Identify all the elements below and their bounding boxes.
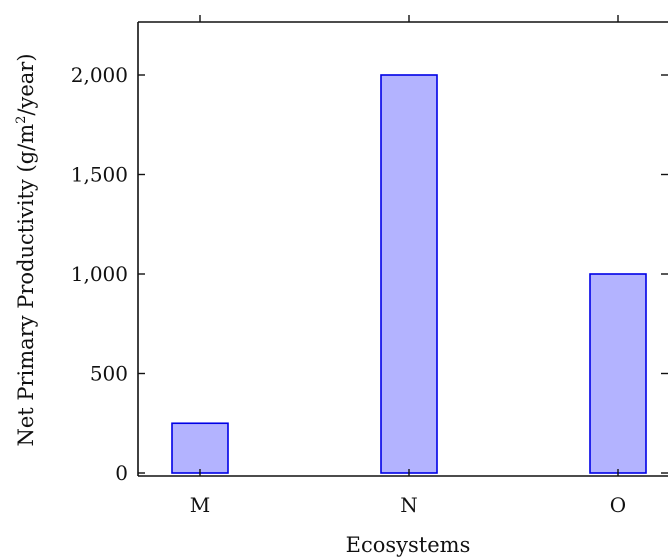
x-tick-label-O: O <box>610 493 626 517</box>
bars <box>171 74 647 474</box>
y-tick-label: 500 <box>90 362 128 386</box>
y-axis-label: Net Primary Productivity (g/m2/year) <box>14 53 38 446</box>
y-tick-label: 1,500 <box>71 163 128 187</box>
ticks: 0 500 1,000 1,500 2,000 M N O <box>71 15 668 517</box>
y-tick-label: 0 <box>115 461 128 485</box>
y-tick-label: 2,000 <box>71 63 128 87</box>
axes <box>137 21 668 477</box>
x-axis-label: Ecosystems <box>346 533 471 557</box>
bar-M <box>171 422 229 474</box>
bar-N <box>380 74 438 474</box>
x-tick-label-N: N <box>400 493 418 517</box>
bar-O <box>589 273 647 474</box>
x-tick-label-M: M <box>190 493 210 517</box>
y-tick-label: 1,000 <box>71 262 128 286</box>
